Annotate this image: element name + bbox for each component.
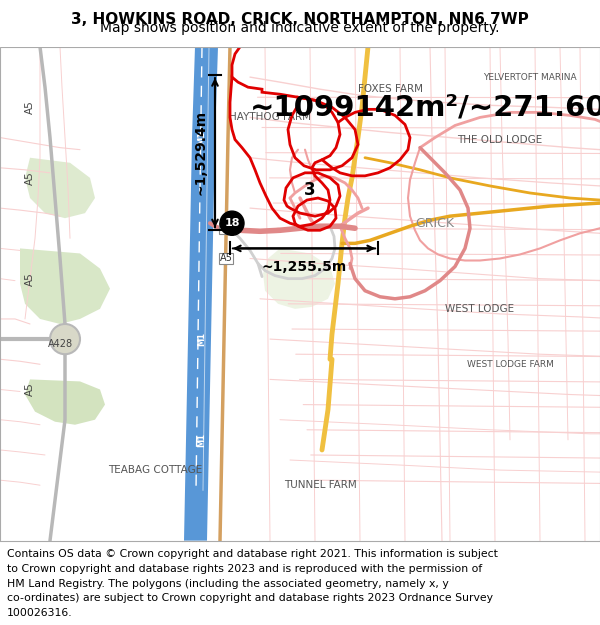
Text: YELVERTOFT MARINA: YELVERTOFT MARINA [483, 72, 577, 82]
Text: 3: 3 [304, 181, 316, 199]
Text: 3, HOWKINS ROAD, CRICK, NORTHAMPTON, NN6 7WP: 3, HOWKINS ROAD, CRICK, NORTHAMPTON, NN6… [71, 12, 529, 27]
Text: to Crown copyright and database rights 2023 and is reproduced with the permissio: to Crown copyright and database rights 2… [7, 564, 482, 574]
Polygon shape [25, 158, 95, 218]
Text: ~1,255.5m: ~1,255.5m [262, 261, 347, 274]
Text: Map shows position and indicative extent of the property.: Map shows position and indicative extent… [100, 21, 500, 35]
Polygon shape [263, 248, 335, 309]
Text: ~1,529.4m: ~1,529.4m [193, 110, 207, 195]
Text: A428: A428 [47, 339, 73, 349]
Text: TUNNEL FARM: TUNNEL FARM [284, 480, 356, 490]
Text: A5: A5 [25, 382, 35, 396]
Text: HAYTHOG FARM: HAYTHOG FARM [229, 112, 311, 123]
Text: Contains OS data © Crown copyright and database right 2021. This information is : Contains OS data © Crown copyright and d… [7, 549, 498, 559]
Text: A5: A5 [25, 101, 35, 114]
Circle shape [50, 324, 80, 354]
Text: A5: A5 [25, 171, 35, 185]
Text: A5: A5 [220, 254, 232, 264]
Circle shape [220, 211, 244, 235]
Text: A5: A5 [25, 272, 35, 286]
Text: M1: M1 [197, 332, 206, 346]
Text: HM Land Registry. The polygons (including the associated geometry, namely x, y: HM Land Registry. The polygons (includin… [7, 579, 449, 589]
Polygon shape [184, 47, 218, 541]
Text: TEABAG COTTAGE: TEABAG COTTAGE [108, 465, 202, 475]
Polygon shape [20, 248, 110, 324]
Text: GRICK: GRICK [415, 217, 455, 230]
Text: ~1099142m²/~271.604ac.: ~1099142m²/~271.604ac. [250, 93, 600, 121]
Text: WEST LODGE FARM: WEST LODGE FARM [467, 360, 553, 369]
Text: M1: M1 [197, 131, 206, 144]
Text: WEST LODGE: WEST LODGE [445, 304, 515, 314]
Text: co-ordinates) are subject to Crown copyright and database rights 2023 Ordnance S: co-ordinates) are subject to Crown copyr… [7, 593, 493, 603]
Text: 100026316.: 100026316. [7, 608, 73, 618]
Polygon shape [25, 379, 105, 425]
Text: FOXES FARM: FOXES FARM [358, 84, 422, 94]
Polygon shape [0, 47, 600, 541]
Text: 18: 18 [224, 218, 240, 228]
Text: A5: A5 [220, 224, 232, 232]
Text: M1: M1 [197, 432, 206, 447]
Text: THE OLD LODGE: THE OLD LODGE [457, 134, 542, 144]
